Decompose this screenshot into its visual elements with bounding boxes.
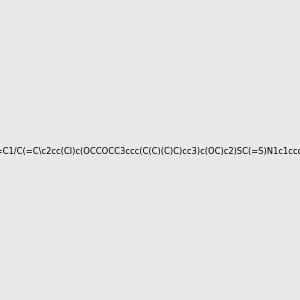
Text: O=C1/C(=C\c2cc(Cl)c(OCCOCC3ccc(C(C)(C)C)cc3)c(OC)c2)SC(=S)N1c1ccccc1: O=C1/C(=C\c2cc(Cl)c(OCCOCC3ccc(C(C)(C)C)…: [0, 147, 300, 156]
